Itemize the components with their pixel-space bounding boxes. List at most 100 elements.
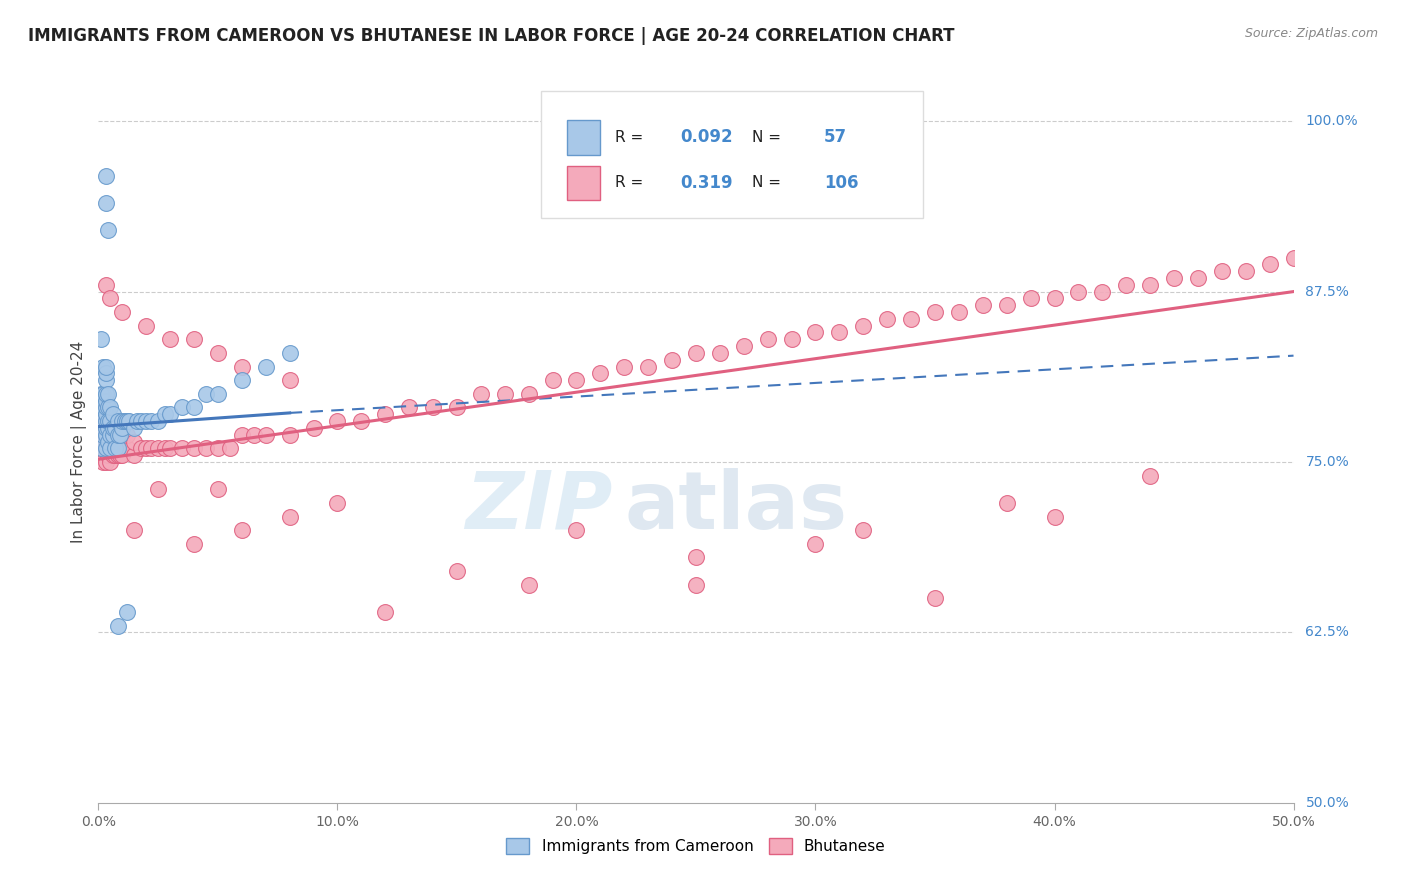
Point bbox=[97, 434, 120, 449]
Point bbox=[207, 387, 229, 401]
Point bbox=[97, 401, 120, 415]
Point bbox=[148, 414, 170, 428]
Point bbox=[139, 442, 162, 456]
Point bbox=[104, 421, 127, 435]
Point bbox=[115, 427, 138, 442]
Text: 57: 57 bbox=[824, 128, 846, 146]
Point bbox=[326, 414, 349, 428]
Point bbox=[159, 442, 181, 456]
Point bbox=[302, 421, 325, 435]
Point bbox=[195, 442, 218, 456]
Point bbox=[1091, 285, 1114, 299]
Point bbox=[108, 434, 131, 449]
Point bbox=[876, 311, 898, 326]
Point bbox=[254, 427, 277, 442]
Point bbox=[374, 407, 396, 421]
Text: 106: 106 bbox=[824, 174, 858, 192]
Point bbox=[97, 414, 120, 428]
Point bbox=[91, 401, 114, 415]
Text: 62.5%: 62.5% bbox=[1306, 625, 1350, 640]
Point bbox=[94, 442, 117, 456]
Text: IMMIGRANTS FROM CAMEROON VS BHUTANESE IN LABOR FORCE | AGE 20-24 CORRELATION CHA: IMMIGRANTS FROM CAMEROON VS BHUTANESE IN… bbox=[28, 27, 955, 45]
Point bbox=[115, 605, 138, 619]
Point bbox=[90, 332, 112, 346]
Point bbox=[101, 407, 124, 421]
Point bbox=[159, 332, 181, 346]
Point bbox=[1282, 251, 1305, 265]
Point bbox=[398, 401, 420, 415]
Point bbox=[756, 332, 779, 346]
Point bbox=[94, 455, 117, 469]
Point bbox=[541, 373, 564, 387]
Point bbox=[91, 427, 114, 442]
Point bbox=[278, 373, 301, 387]
Text: Source: ZipAtlas.com: Source: ZipAtlas.com bbox=[1244, 27, 1378, 40]
Point bbox=[94, 421, 117, 435]
Text: atlas: atlas bbox=[624, 467, 848, 546]
Point bbox=[118, 414, 141, 428]
Text: R =: R = bbox=[614, 176, 643, 190]
Point bbox=[97, 427, 120, 442]
Point bbox=[565, 373, 588, 387]
Point bbox=[111, 434, 134, 449]
Point bbox=[565, 523, 588, 537]
Point bbox=[98, 427, 122, 442]
FancyBboxPatch shape bbox=[567, 120, 600, 154]
Point bbox=[97, 421, 120, 435]
Point bbox=[924, 591, 946, 606]
Point bbox=[114, 414, 136, 428]
Point bbox=[183, 332, 205, 346]
Point bbox=[91, 359, 114, 374]
Text: N =: N = bbox=[752, 176, 782, 190]
Point bbox=[661, 352, 683, 367]
Point bbox=[231, 373, 253, 387]
Point bbox=[231, 359, 253, 374]
Y-axis label: In Labor Force | Age 20-24: In Labor Force | Age 20-24 bbox=[72, 341, 87, 542]
Point bbox=[183, 442, 205, 456]
Point bbox=[104, 448, 127, 462]
Point bbox=[124, 448, 146, 462]
Point bbox=[1019, 292, 1042, 306]
Point bbox=[326, 496, 349, 510]
Point bbox=[94, 367, 117, 381]
Point bbox=[104, 442, 127, 456]
Point bbox=[350, 414, 373, 428]
Point bbox=[90, 442, 112, 456]
Point bbox=[278, 427, 301, 442]
Text: 87.5%: 87.5% bbox=[1306, 285, 1350, 299]
Point bbox=[101, 434, 124, 449]
Point bbox=[98, 401, 122, 415]
Point bbox=[231, 427, 253, 442]
Point bbox=[494, 387, 516, 401]
Point bbox=[97, 223, 120, 237]
Point bbox=[115, 414, 138, 428]
Point bbox=[243, 427, 266, 442]
Point bbox=[148, 482, 170, 496]
Point bbox=[1234, 264, 1257, 278]
Point bbox=[135, 414, 157, 428]
Point bbox=[97, 448, 120, 462]
Point bbox=[470, 387, 492, 401]
Point bbox=[124, 421, 146, 435]
Point bbox=[1139, 277, 1161, 292]
Point bbox=[111, 414, 134, 428]
Point bbox=[94, 169, 117, 183]
Point bbox=[111, 421, 134, 435]
Point bbox=[1115, 277, 1137, 292]
Point bbox=[148, 442, 170, 456]
Point bbox=[924, 305, 946, 319]
Point bbox=[972, 298, 994, 312]
Point bbox=[948, 305, 970, 319]
Point bbox=[219, 442, 242, 456]
Point bbox=[94, 442, 117, 456]
Point bbox=[91, 442, 114, 456]
Point bbox=[91, 414, 114, 428]
Point bbox=[94, 401, 117, 415]
Point bbox=[94, 427, 117, 442]
Point bbox=[709, 346, 731, 360]
Point bbox=[108, 448, 131, 462]
Point bbox=[446, 564, 468, 578]
Point bbox=[98, 427, 122, 442]
Point bbox=[172, 401, 194, 415]
Point bbox=[94, 427, 117, 442]
